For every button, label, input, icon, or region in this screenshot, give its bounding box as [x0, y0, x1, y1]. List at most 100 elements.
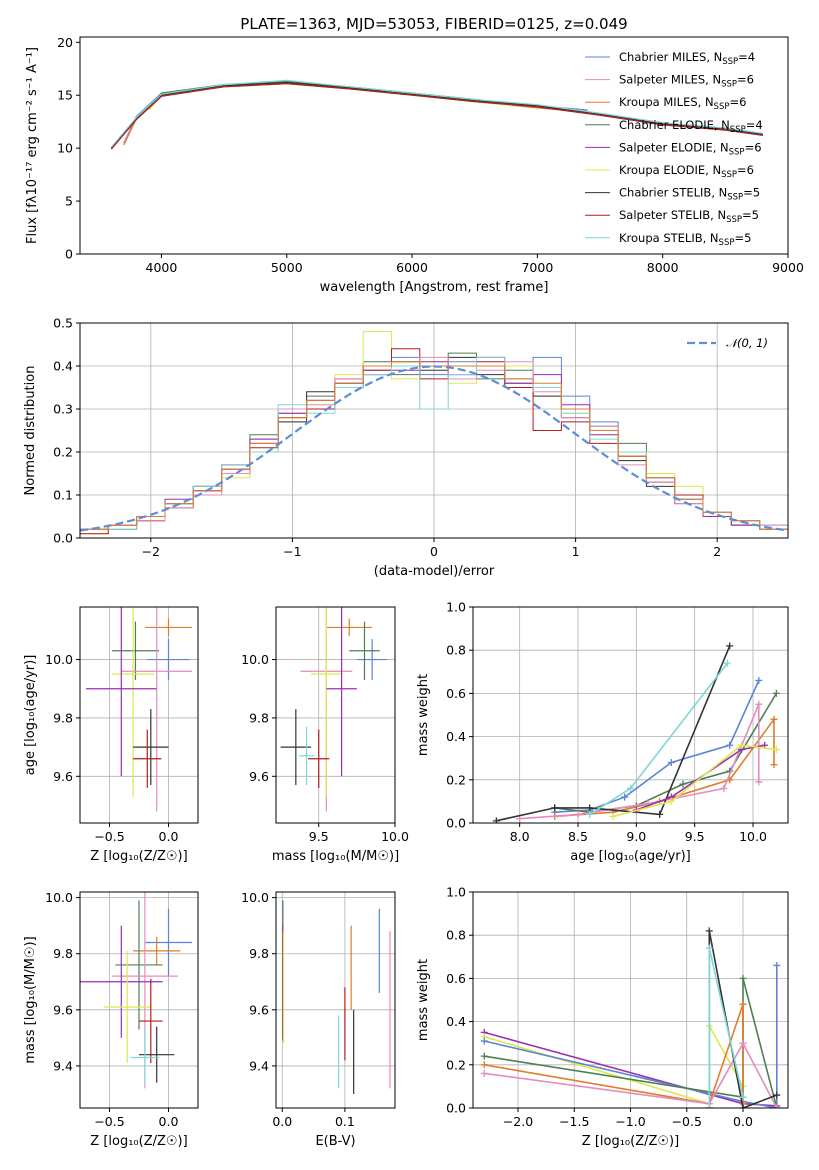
errorbar-point-8 [298, 726, 315, 786]
x-tick-label: 0.0 [272, 1114, 292, 1129]
weight-marker [705, 1104, 713, 1108]
legend: 𝒩(0, 1) [687, 336, 768, 350]
y-tick-label: 0.6 [446, 686, 466, 701]
errorbar-point-4 [80, 925, 163, 1038]
y-tick-label: 0.8 [446, 928, 466, 943]
weight-line [484, 965, 778, 1108]
errorbar-point-6 [133, 709, 169, 786]
weight-line [484, 1004, 744, 1105]
weight-marker [773, 1091, 781, 1099]
weight-series-5 [586, 659, 731, 818]
weight-marker [480, 1069, 488, 1077]
y-tick-label: 10.0 [241, 652, 269, 667]
histogram-8 [80, 361, 788, 530]
y-tick-label: 10 [57, 141, 73, 156]
errorbar-point-5 [326, 607, 357, 777]
weight-marker [667, 759, 675, 767]
normal-curve [80, 365, 788, 532]
weight-marker [679, 780, 687, 788]
x-axis-label: mass [log₁₀(M/M☉)] [272, 849, 399, 864]
y-tick-label: 9.8 [53, 946, 73, 961]
legend-entry: Kroupa MILES, NSSP=6 [619, 95, 746, 112]
legend-entry: Salpeter MILES, NSSP=6 [619, 73, 754, 90]
legend-entry: Chabrier ELODIE, NSSP=4 [619, 118, 763, 135]
y-tick-label: 9.8 [53, 710, 73, 725]
panel-5: −0.5 0.0 9.4 9.6 9.8 10.0 Z [log₁₀(Z/Z☉)] mass … [23, 890, 199, 1149]
x-tick-label: 9.5 [685, 829, 705, 844]
legend-entry: Chabrier MILES, NSSP=4 [619, 50, 755, 67]
y-tick-label: 10.0 [45, 890, 73, 905]
x-tick-label: 5000 [271, 260, 303, 275]
errorbars [80, 892, 193, 1089]
weight-marker [755, 778, 763, 786]
errorbar-point-2 [111, 621, 160, 680]
x-tick-label: 8000 [647, 260, 679, 275]
weight-marker [551, 804, 559, 812]
weight-marker [755, 676, 763, 684]
errorbar-point-2 [115, 900, 163, 1030]
weight-marker [609, 813, 617, 821]
y-tick-label: 9.8 [249, 946, 269, 961]
errorbar-point-7 [308, 729, 330, 788]
x-tick-label: −1 [283, 544, 301, 559]
y-tick-label: 0.0 [53, 531, 73, 546]
weight-marker [480, 1037, 488, 1045]
x-tick-label: 0.0 [159, 829, 179, 844]
weight-line [484, 1041, 778, 1108]
x-tick-label: 10.0 [739, 829, 767, 844]
weight-marker [586, 810, 594, 818]
y-tick-label: 0.4 [446, 729, 466, 744]
x-tick-label: 6000 [396, 260, 428, 275]
y-tick-label: 9.6 [249, 1002, 269, 1017]
chart-title: PLATE=1363, MJD=53053, FIBERID=0125, z=0… [240, 15, 627, 33]
x-tick-label: 8.5 [568, 829, 588, 844]
y-tick-label: 9.6 [53, 769, 73, 784]
weight-marker [627, 784, 634, 792]
weight-line [554, 680, 760, 813]
x-tick-label: 2 [713, 544, 721, 559]
x-tick-label: −2.0 [503, 1114, 533, 1129]
weight-marker [586, 804, 594, 812]
weight-marker [773, 1104, 781, 1108]
weight-marker [739, 1104, 747, 1108]
y-tick-label: 0.0 [446, 816, 466, 831]
x-axis-label: age [log₁₀(age/yr)] [570, 849, 691, 864]
y-tick-label: 0.0 [446, 1101, 466, 1116]
weight-series-7 [609, 741, 780, 821]
errorbar-point-7 [133, 729, 162, 788]
errorbar-point-2 [349, 621, 380, 680]
legend: Chabrier MILES, NSSP=4 Salpeter MILES, NS… [585, 50, 763, 248]
y-axis-label: Flux [fλ10⁻¹⁷ erg cm⁻² s⁻¹ A⁻¹] [25, 47, 40, 244]
spectrum-lines [110, 79, 763, 150]
panel-1: −2 −1 0 1 2 0.0 0.1 0.2 0.3 0.4 0.5 (data-model)/er… [23, 316, 789, 579]
legend-entry: 𝒩(0, 1) [726, 336, 768, 350]
x-tick-label: 10.0 [381, 829, 409, 844]
errorbar-point-1 [133, 936, 181, 965]
weight-marker [770, 715, 778, 723]
legend-entry: Chabrier STELIB, NSSP=5 [619, 186, 760, 203]
y-tick-label: 10.0 [45, 652, 73, 667]
spectrum-series-8 [110, 79, 763, 148]
weight-marker [739, 1039, 747, 1047]
weight-marker [492, 817, 500, 823]
weight-marker [723, 659, 731, 667]
x-tick-label: 9000 [772, 260, 804, 275]
y-tick-label: 0.6 [446, 971, 466, 986]
weight-series-0 [551, 676, 763, 816]
errorbars [282, 900, 391, 1094]
x-tick-label: −0.5 [672, 1114, 702, 1129]
errorbar-point-0 [144, 908, 193, 977]
y-tick-label: 0.1 [53, 488, 73, 503]
weight-lines [480, 927, 781, 1108]
errorbar-point-4 [311, 607, 342, 797]
weight-line [519, 703, 760, 820]
x-axis-label: Z [log₁₀(Z/Z☉)] [582, 1134, 679, 1149]
y-tick-label: 9.8 [249, 710, 269, 725]
x-tick-label: −2 [142, 544, 160, 559]
panel-4: 8.0 8.5 9.0 9.5 10.0 0.0 0.2 0.4 0.6 0.8 1.0 age [l… [416, 600, 789, 864]
weight-marker [773, 961, 781, 969]
weight-marker [720, 784, 728, 792]
weight-marker [726, 741, 734, 749]
y-tick-label: 0.8 [446, 643, 466, 658]
x-axis-label: Z [log₁₀(Z/Z☉)] [90, 1134, 187, 1149]
